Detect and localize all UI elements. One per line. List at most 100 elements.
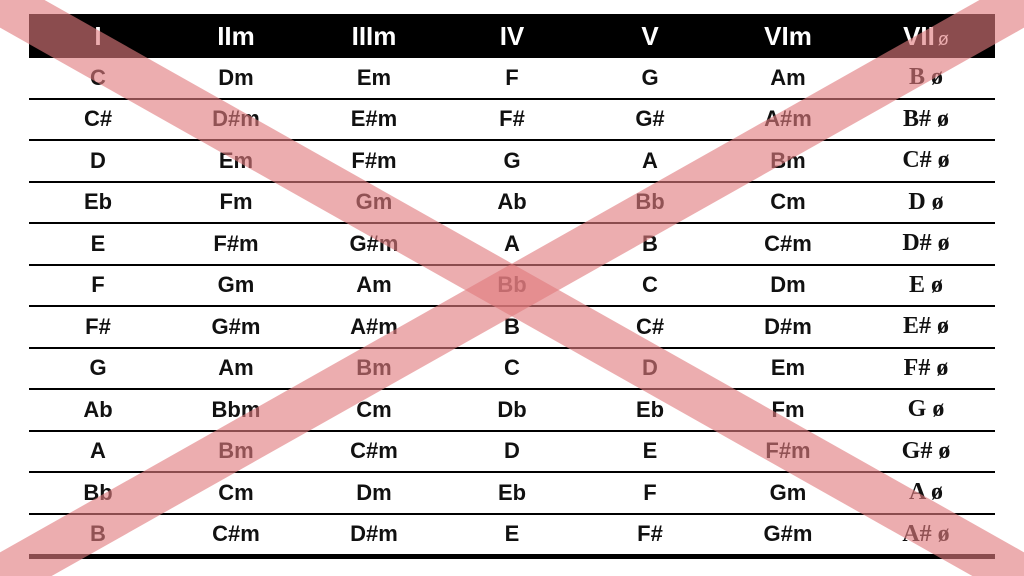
header-degree-7-label: VII xyxy=(903,20,935,51)
chord-cell-degree-6: A#m xyxy=(719,98,857,141)
chord-cell-degree-3: A#m xyxy=(305,306,443,349)
chord-cell-degree-1: G xyxy=(29,347,167,390)
chord-cell-degree-6: Fm xyxy=(719,389,857,432)
chord-cell-degree-1: A xyxy=(29,430,167,473)
chord-cell-degree-2: Fm xyxy=(167,181,305,224)
chord-cell-degree-5: E xyxy=(581,430,719,473)
chord-table-header: I IIm IIIm IV V VIm VII ø xyxy=(29,14,995,58)
chord-cell-degree-4: Ab xyxy=(443,181,581,224)
chord-cell-degree-5: Bb xyxy=(581,181,719,224)
chord-cell-degree-5: A xyxy=(581,140,719,183)
chord-cell-degree-6: Am xyxy=(719,58,857,100)
table-row: C Dm Em F G Am B ø xyxy=(29,58,995,100)
table-row: B C#m D#m E F# G#m A# ø xyxy=(29,513,995,559)
chord-cell-degree-1: C# xyxy=(29,98,167,141)
table-row: A Bm C#m D E F#m G# ø xyxy=(29,430,995,473)
chord-cell-degree-2: Gm xyxy=(167,264,305,307)
table-row: F Gm Am Bb C Dm E ø xyxy=(29,264,995,307)
chord-cell-degree-4: C xyxy=(443,347,581,390)
chord-cell-degree-6: Em xyxy=(719,347,857,390)
chord-cell-degree-3: G#m xyxy=(305,223,443,266)
chord-cell-degree-1: F# xyxy=(29,306,167,349)
chord-cell-degree-5: G xyxy=(581,58,719,100)
chord-cell-degree-3: C#m xyxy=(305,430,443,473)
chord-cell-degree-2: C#m xyxy=(167,513,305,559)
chord-table-body: C Dm Em F G Am B ø C# D#m E#m F# G# A#m B# ø D Em F#m G A B… xyxy=(29,58,995,559)
chord-cell-degree-4: A xyxy=(443,223,581,266)
chord-cell-degree-2: D#m xyxy=(167,98,305,141)
chord-cell-degree-5: F xyxy=(581,472,719,515)
chord-cell-degree-7: A# ø xyxy=(857,513,995,559)
half-diminished-symbol: ø xyxy=(937,28,949,49)
chord-cell-degree-4: Db xyxy=(443,389,581,432)
chord-cell-degree-5: Eb xyxy=(581,389,719,432)
chord-cell-degree-4: Eb xyxy=(443,472,581,515)
chord-cell-degree-7: G ø xyxy=(857,389,995,432)
table-row: C# D#m E#m F# G# A#m B# ø xyxy=(29,98,995,141)
chord-cell-degree-6: Gm xyxy=(719,472,857,515)
chord-cell-degree-3: Bm xyxy=(305,347,443,390)
header-row: I IIm IIIm IV V VIm VII ø xyxy=(29,14,995,58)
chord-cell-degree-4: E xyxy=(443,513,581,559)
chord-cell-degree-7: C# ø xyxy=(857,140,995,183)
chord-cell-degree-1: D xyxy=(29,140,167,183)
chord-cell-degree-3: Em xyxy=(305,58,443,100)
table-row: E F#m G#m A B C#m D# ø xyxy=(29,223,995,266)
chord-table: I IIm IIIm IV V VIm VII ø C Dm Em F G Am B ø C# D… xyxy=(29,14,995,559)
chord-cell-degree-5: G# xyxy=(581,98,719,141)
header-degree-2: IIm xyxy=(167,14,305,58)
chord-cell-degree-6: C#m xyxy=(719,223,857,266)
chord-cell-degree-7: A ø xyxy=(857,472,995,515)
table-row: F# G#m A#m B C# D#m E# ø xyxy=(29,306,995,349)
chord-cell-degree-5: C xyxy=(581,264,719,307)
chord-cell-degree-7: B ø xyxy=(857,58,995,100)
chord-cell-degree-2: Dm xyxy=(167,58,305,100)
chord-cell-degree-6: Dm xyxy=(719,264,857,307)
chord-cell-degree-5: C# xyxy=(581,306,719,349)
chord-cell-degree-2: Cm xyxy=(167,472,305,515)
table-row: Eb Fm Gm Ab Bb Cm D ø xyxy=(29,181,995,224)
header-degree-7: VII ø xyxy=(857,14,995,58)
chord-cell-degree-2: F#m xyxy=(167,223,305,266)
chord-cell-degree-4: F# xyxy=(443,98,581,141)
chord-cell-degree-7: E ø xyxy=(857,264,995,307)
chord-cell-degree-7: D# ø xyxy=(857,223,995,266)
table-row: Ab Bbm Cm Db Eb Fm G ø xyxy=(29,389,995,432)
chord-cell-degree-2: Em xyxy=(167,140,305,183)
header-degree-3: IIIm xyxy=(305,14,443,58)
table-row: Bb Cm Dm Eb F Gm A ø xyxy=(29,472,995,515)
chord-cell-degree-6: Bm xyxy=(719,140,857,183)
chord-cell-degree-7: B# ø xyxy=(857,98,995,141)
chord-cell-degree-5: B xyxy=(581,223,719,266)
chord-cell-degree-1: F xyxy=(29,264,167,307)
chord-cell-degree-3: Gm xyxy=(305,181,443,224)
chord-cell-degree-6: D#m xyxy=(719,306,857,349)
table-row: G Am Bm C D Em F# ø xyxy=(29,347,995,390)
chord-cell-degree-1: Ab xyxy=(29,389,167,432)
chord-cell-degree-4: Bb xyxy=(443,264,581,307)
chord-cell-degree-6: F#m xyxy=(719,430,857,473)
chord-cell-degree-6: Cm xyxy=(719,181,857,224)
chord-cell-degree-7: G# ø xyxy=(857,430,995,473)
chord-cell-degree-6: G#m xyxy=(719,513,857,559)
header-degree-1: I xyxy=(29,14,167,58)
chord-cell-degree-5: F# xyxy=(581,513,719,559)
chord-cell-degree-7: E# ø xyxy=(857,306,995,349)
chord-cell-degree-1: E xyxy=(29,223,167,266)
chord-cell-degree-2: Am xyxy=(167,347,305,390)
chord-cell-degree-2: G#m xyxy=(167,306,305,349)
chord-cell-degree-1: Eb xyxy=(29,181,167,224)
header-degree-4: IV xyxy=(443,14,581,58)
chord-cell-degree-3: E#m xyxy=(305,98,443,141)
chord-cell-degree-4: G xyxy=(443,140,581,183)
chord-cell-degree-7: F# ø xyxy=(857,347,995,390)
chord-cell-degree-3: Dm xyxy=(305,472,443,515)
chord-cell-degree-3: Cm xyxy=(305,389,443,432)
header-degree-6: VIm xyxy=(719,14,857,58)
chord-cell-degree-1: B xyxy=(29,513,167,559)
chord-cell-degree-5: D xyxy=(581,347,719,390)
chord-cell-degree-3: Am xyxy=(305,264,443,307)
chord-cell-degree-1: Bb xyxy=(29,472,167,515)
header-degree-5: V xyxy=(581,14,719,58)
chord-cell-degree-3: F#m xyxy=(305,140,443,183)
